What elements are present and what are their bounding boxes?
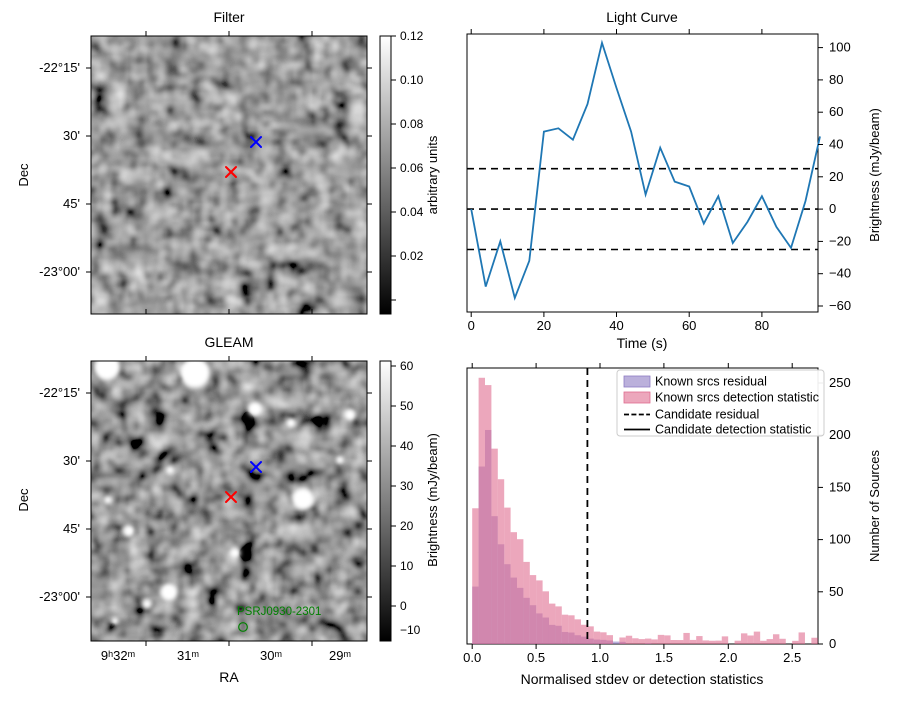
svg-text:60: 60: [829, 104, 843, 119]
svg-text:−60: −60: [829, 298, 851, 313]
svg-text:Brightness (mJy/beam): Brightness (mJy/beam): [867, 108, 882, 242]
svg-text:Filter: Filter: [213, 9, 244, 25]
svg-text:arbitrary units: arbitrary units: [425, 135, 440, 214]
svg-text:80: 80: [829, 72, 843, 87]
svg-text:60: 60: [682, 318, 696, 333]
svg-text:30': 30': [63, 453, 80, 468]
svg-text:-23°00': -23°00': [39, 589, 80, 604]
svg-text:45': 45': [63, 196, 80, 211]
svg-text:80: 80: [755, 318, 769, 333]
svg-text:40: 40: [829, 137, 843, 152]
svg-text:PSRJ0930-2301: PSRJ0930-2301: [237, 606, 321, 618]
svg-text:Normalised stdev or detection: Normalised stdev or detection statistics: [521, 671, 764, 687]
svg-text:−10: −10: [400, 623, 421, 637]
svg-text:30': 30': [63, 128, 80, 143]
svg-text:50: 50: [829, 584, 843, 599]
svg-text:0.12: 0.12: [400, 29, 424, 43]
svg-text:1.5: 1.5: [655, 650, 673, 665]
svg-text:29m: 29m: [329, 648, 351, 663]
svg-text:60: 60: [400, 359, 414, 373]
svg-text:0.06: 0.06: [400, 161, 424, 175]
svg-text:150: 150: [829, 479, 851, 494]
svg-text:2.0: 2.0: [719, 650, 737, 665]
svg-text:GLEAM: GLEAM: [204, 334, 253, 350]
svg-text:0.5: 0.5: [527, 650, 545, 665]
svg-text:-22°15': -22°15': [39, 60, 80, 75]
svg-text:31m: 31m: [177, 648, 199, 663]
svg-text:2.5: 2.5: [783, 650, 801, 665]
svg-text:10: 10: [400, 559, 414, 573]
svg-text:0.10: 0.10: [400, 73, 424, 87]
svg-text:40: 40: [400, 439, 414, 453]
svg-text:250: 250: [829, 375, 851, 390]
svg-text:50: 50: [400, 399, 414, 413]
svg-text:100: 100: [829, 532, 851, 547]
svg-text:0.02: 0.02: [400, 249, 424, 263]
svg-text:20: 20: [829, 169, 843, 184]
svg-text:Dec: Dec: [16, 163, 31, 187]
svg-text:0: 0: [829, 636, 836, 651]
svg-text:20: 20: [537, 318, 551, 333]
svg-text:40: 40: [609, 318, 623, 333]
svg-text:0: 0: [829, 201, 836, 216]
svg-text:Light Curve: Light Curve: [606, 9, 678, 25]
svg-text:−20: −20: [829, 233, 851, 248]
svg-text:Time (s): Time (s): [617, 335, 668, 351]
svg-text:Candidate residual: Candidate residual: [655, 408, 759, 422]
svg-text:0: 0: [468, 318, 475, 333]
svg-text:45': 45': [63, 521, 80, 536]
svg-text:0.08: 0.08: [400, 117, 424, 131]
svg-text:−40: −40: [829, 266, 851, 281]
svg-text:Dec: Dec: [16, 488, 31, 512]
svg-text:-23°00': -23°00': [39, 264, 80, 279]
svg-text:30m: 30m: [260, 648, 282, 663]
svg-text:Known srcs residual: Known srcs residual: [655, 375, 767, 389]
svg-text:0: 0: [400, 599, 407, 613]
svg-text:Number of Sources: Number of Sources: [867, 450, 882, 562]
svg-text:9h32m: 9h32m: [101, 648, 135, 663]
svg-text:Brightness (mJy/beam): Brightness (mJy/beam): [425, 433, 440, 567]
svg-text:-22°15': -22°15': [39, 385, 80, 400]
svg-text:200: 200: [829, 427, 851, 442]
svg-text:20: 20: [400, 519, 414, 533]
svg-text:0.04: 0.04: [400, 205, 424, 219]
svg-text:Known srcs detection statistic: Known srcs detection statistic: [655, 391, 819, 405]
svg-text:1.0: 1.0: [591, 650, 609, 665]
svg-text:30: 30: [400, 479, 414, 493]
svg-text:0.0: 0.0: [463, 650, 481, 665]
svg-text:RA: RA: [219, 669, 239, 685]
svg-text:Candidate detection statistic: Candidate detection statistic: [655, 423, 811, 437]
svg-text:100: 100: [829, 40, 851, 55]
